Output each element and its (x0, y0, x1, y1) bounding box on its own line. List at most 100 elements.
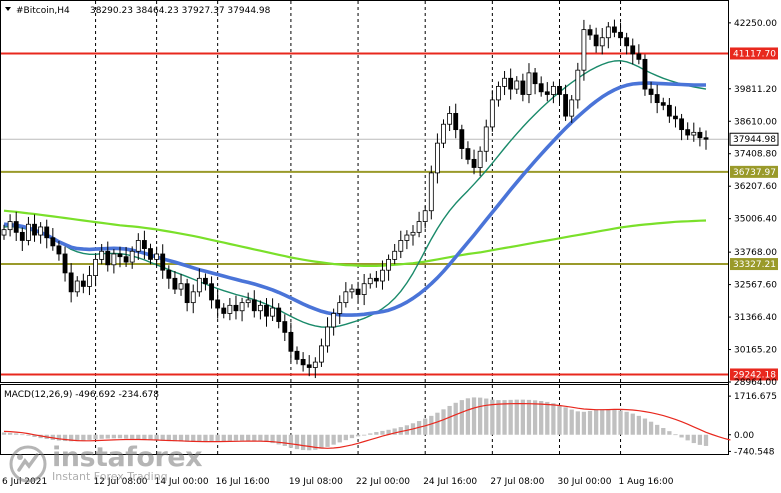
candle-body (312, 361, 318, 368)
candle-body (416, 221, 422, 233)
macd-histogram-bar (447, 405, 452, 435)
candle-body (618, 31, 623, 39)
macd-histogram-bar (636, 415, 641, 435)
macd-histogram-bar (661, 428, 666, 435)
candle-body (190, 291, 196, 304)
macd-histogram-bar (136, 434, 141, 440)
macd-indicator: 1716.675 0.00 -740.548 (1, 392, 777, 457)
candle-body (129, 250, 135, 263)
macd-histogram-bar (75, 434, 80, 442)
level-price-tag (730, 258, 778, 271)
candle-body (160, 253, 166, 271)
macd-histogram-bar (105, 434, 110, 439)
macd-histogram-bar (337, 434, 342, 443)
macd-histogram-bar (502, 400, 507, 435)
macd-histogram-bar (154, 434, 159, 441)
macd-histogram-bar (532, 400, 538, 435)
candle-body (337, 302, 343, 314)
candle-body (599, 37, 605, 47)
candle-body (1, 229, 7, 236)
price-tick-label: 39811.20 (734, 85, 777, 95)
candle-body (477, 150, 483, 168)
candle-body (404, 234, 410, 241)
candle-body (13, 221, 19, 233)
candle-body (581, 29, 587, 71)
macd-histogram-bar (569, 409, 574, 435)
macd-histogram-bar (545, 401, 550, 435)
candle-body (520, 80, 526, 95)
macd-histogram-bar (374, 432, 379, 435)
macd-histogram-bar (703, 434, 709, 446)
macd-histogram-bar (685, 434, 690, 441)
candle-body (489, 99, 495, 128)
time-tick-label: 14 Jul 00:00 (155, 477, 209, 487)
macd-histogram-bar (166, 434, 171, 442)
macd-histogram-bar (496, 400, 501, 435)
candle-body (428, 172, 434, 212)
candle-body (245, 299, 251, 304)
candle-body (563, 94, 569, 117)
price-tick-label: 31366.40 (734, 313, 777, 323)
header-ohlc: 38290.23 38464.23 37927.37 37944.98 (90, 6, 271, 16)
candle-body (184, 283, 190, 304)
time-tick-label: 22 Jul 00:00 (356, 477, 410, 487)
time-axis: 6 Jul 2021 12 Jul 08:00 14 Jul 00:00 16 Jul… (2, 477, 674, 487)
candle-body (44, 226, 50, 239)
candle-body (697, 131, 703, 139)
level-price-tag (730, 368, 778, 381)
candle-body (648, 88, 654, 95)
candle-body (239, 302, 245, 312)
macd-tick-label: 1716.675 (734, 392, 777, 402)
macd-histogram-bar (600, 409, 605, 435)
time-tick-label: 24 Jul 16:00 (423, 477, 477, 487)
candle-body (50, 237, 56, 247)
candle-body (441, 123, 446, 144)
candle-body (166, 269, 172, 279)
macd-histogram-bar (343, 434, 348, 441)
candle-body (483, 126, 489, 152)
candle-body (575, 69, 581, 101)
candle-body (62, 253, 68, 274)
candle-body (221, 307, 227, 314)
candle-body (422, 210, 428, 222)
macd-histogram-bar (26, 434, 31, 436)
macd-histogram-bar (282, 434, 287, 446)
candle-body (380, 269, 385, 282)
macd-histogram-bar (20, 434, 25, 436)
header-arrow-icon (5, 7, 11, 11)
macd-histogram-bar (362, 434, 367, 436)
candle-body (666, 104, 672, 117)
macd-histogram-bar (490, 399, 495, 435)
candle-body (270, 307, 276, 317)
macd-histogram-bar (551, 403, 556, 435)
macd-histogram-bar (1, 432, 7, 435)
macd-histogram-bar (307, 434, 312, 451)
candle-body (19, 231, 25, 241)
candle-body (392, 250, 398, 260)
macd-histogram-bar (380, 430, 385, 435)
macd-histogram-bar (148, 434, 153, 441)
symbol-header: #Bitcoin,H4 38290.23 38464.23 37927.37 3… (5, 6, 271, 16)
macd-histogram-bar (239, 434, 245, 441)
macd-histogram-bar (624, 411, 629, 435)
candle-body (331, 313, 337, 328)
candle-body (68, 272, 74, 293)
candle-body (465, 148, 471, 160)
time-tick-label: 19 Jul 08:00 (289, 477, 343, 487)
candle-body (587, 29, 593, 36)
macd-histogram-bar (246, 434, 251, 441)
macd-histogram-bar (191, 434, 196, 442)
macd-histogram-bar (252, 434, 257, 441)
macd-histogram-bar (7, 432, 13, 435)
candle-body (288, 331, 294, 352)
macd-histogram-bar (587, 410, 593, 435)
macd-histogram-bar (331, 434, 336, 445)
macd-histogram-bar (69, 434, 74, 442)
macd-histogram-bar (209, 434, 214, 442)
macd-histogram-bar (62, 434, 68, 442)
candle-body (203, 277, 208, 285)
macd-histogram-bar (288, 434, 294, 448)
macd-histogram-bar (526, 399, 532, 435)
